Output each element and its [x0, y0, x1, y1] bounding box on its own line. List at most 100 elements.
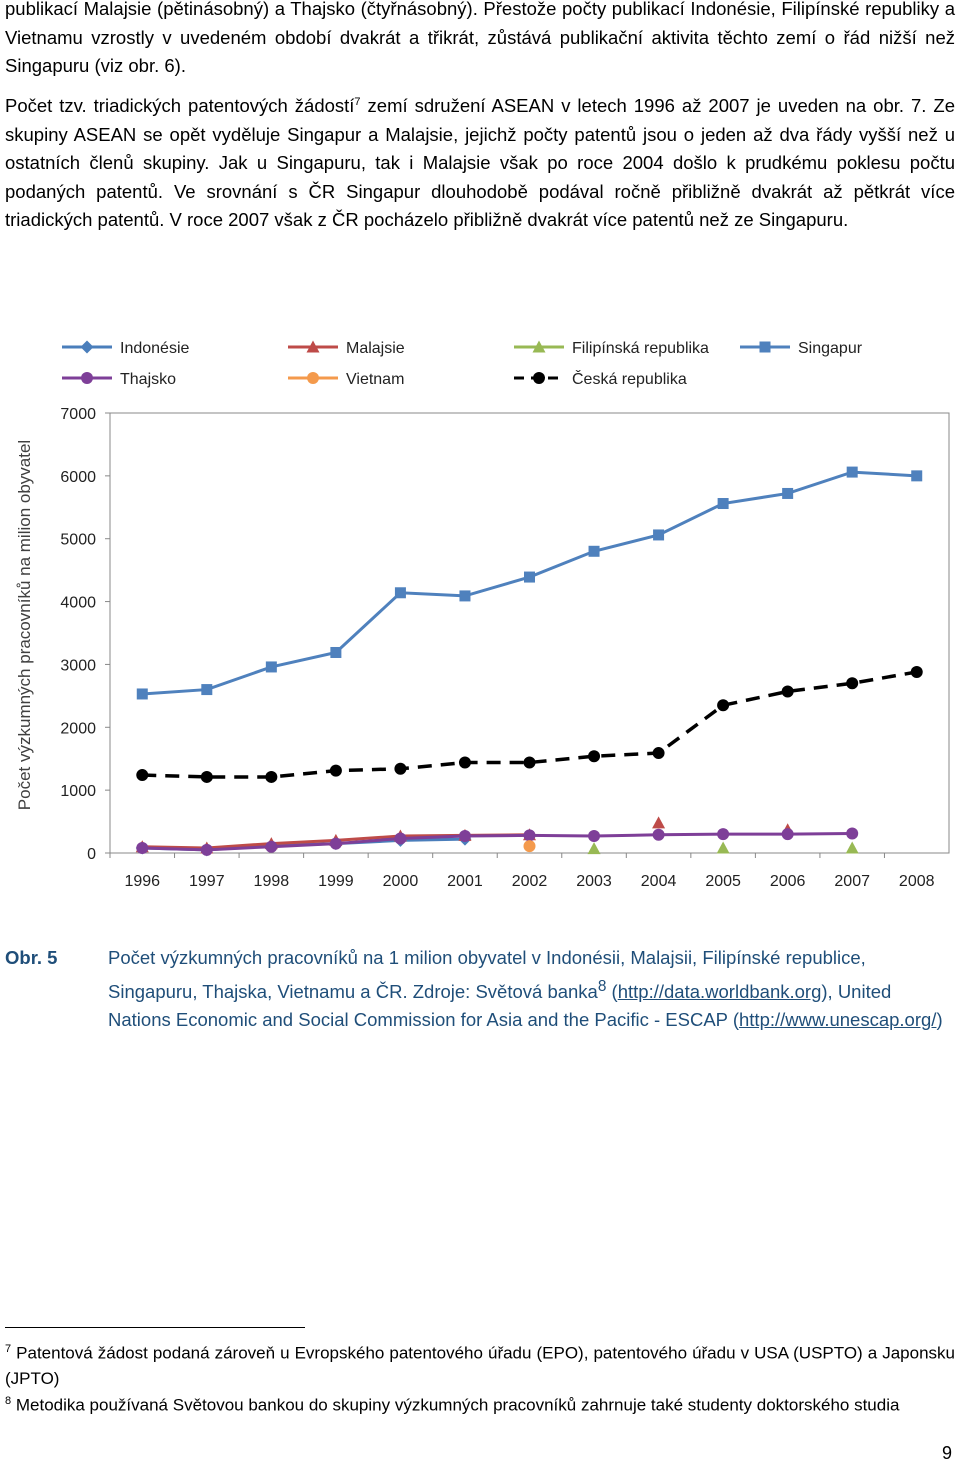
legend-label: Česká republika: [572, 369, 687, 388]
data-point: [910, 665, 923, 678]
x-tick-label: 2007: [834, 873, 870, 890]
footnote-8-text: Metodika používaná Světovou bankou do sk…: [15, 1395, 900, 1415]
x-tick-label: 2003: [576, 873, 612, 890]
caption-label: Obr. 5: [5, 947, 58, 968]
data-point: [306, 340, 320, 353]
footnote-8: 8 Metodika používaná Světovou bankou do …: [5, 1389, 955, 1418]
legend-label: Singapur: [798, 340, 863, 357]
y-axis-label: Počet výzkumných pracovníků na milion ob…: [15, 440, 34, 810]
x-tick-label: 2005: [705, 873, 741, 890]
chart-series: [135, 466, 923, 857]
x-tick-label: 1997: [189, 873, 225, 890]
footnote-7-number: 7: [5, 1343, 12, 1355]
data-point: [136, 841, 149, 854]
legend-item: Česká republika: [514, 369, 687, 388]
series-line: [142, 470, 917, 696]
paragraph-2-start: Počet tzv. triadických patentových žádos…: [5, 95, 355, 116]
data-point: [782, 487, 794, 499]
caption-text-middle: ), United Nations Economic and Social Co…: [108, 980, 892, 1031]
legend-item: Filipínská republika: [514, 340, 709, 357]
series-6: [136, 665, 923, 783]
y-tick-label: 0: [87, 846, 96, 863]
series-4: [136, 827, 859, 856]
data-point: [652, 828, 665, 841]
data-point: [653, 529, 665, 541]
footnote-ref-7[interactable]: 7: [354, 95, 361, 108]
data-point: [846, 466, 858, 478]
data-point: [759, 341, 771, 353]
data-point: [80, 340, 94, 354]
data-point: [717, 828, 730, 841]
data-point: [717, 699, 730, 712]
data-point: [200, 843, 213, 856]
data-point: [781, 685, 794, 698]
researchers-line-chart: Indonésie Malajsie Filipínská republika Sin…: [15, 340, 950, 890]
data-point: [846, 677, 859, 690]
legend-item: Vietnam: [288, 371, 404, 388]
legend-label: Malajsie: [346, 340, 405, 357]
data-point: [136, 688, 148, 700]
data-point: [394, 762, 407, 775]
legend-item: Malajsie: [288, 340, 405, 357]
data-point: [523, 840, 536, 853]
data-point: [81, 372, 93, 384]
data-point: [394, 832, 407, 845]
legend-label: Filipínská republika: [572, 340, 709, 357]
data-point: [265, 770, 278, 783]
series-5: [523, 840, 536, 853]
x-axis-ticks: 1996 1997 1998 1999 2000 2001 2002 2003 2004 2005…: [109, 853, 935, 890]
x-tick-label: 1999: [318, 873, 354, 890]
y-tick-label: 1000: [60, 783, 96, 800]
data-point: [588, 830, 601, 843]
data-point: [265, 661, 277, 673]
data-point: [846, 827, 859, 840]
y-axis-ticks: 0 1000 2000 3000 4000 5000 6000 7000: [60, 406, 110, 863]
footnote-separator: [5, 1327, 305, 1328]
unescap-link[interactable]: http://www.unescap.org/: [739, 1009, 937, 1031]
data-point: [307, 372, 319, 384]
legend-label: Vietnam: [346, 371, 404, 388]
data-point: [532, 340, 546, 353]
legend-item: Indonésie: [62, 340, 189, 357]
caption-text-start: Počet výzkumných pracovníků na 1 milion …: [108, 947, 866, 1002]
data-point: [523, 829, 536, 842]
data-point: [911, 470, 923, 482]
x-tick-label: 2004: [641, 873, 677, 890]
data-point: [845, 841, 859, 854]
worldbank-link[interactable]: http://data.worldbank.org: [617, 980, 822, 1002]
data-point: [329, 764, 342, 777]
data-point: [394, 587, 406, 599]
data-point: [458, 830, 471, 843]
chart-legend: Indonésie Malajsie Filipínská republika Sin…: [62, 340, 863, 388]
series-2: [587, 841, 859, 855]
data-point: [201, 684, 213, 696]
y-tick-label: 7000: [60, 406, 96, 423]
y-tick-label: 5000: [60, 532, 96, 549]
data-point: [200, 770, 213, 783]
data-point: [330, 646, 342, 658]
y-tick-label: 2000: [60, 720, 96, 737]
footnote-7-text: Patentová žádost podaná zároveň u Evrops…: [5, 1343, 955, 1388]
page-number: 9: [941, 1443, 952, 1463]
x-tick-label: 1996: [124, 873, 160, 890]
y-tick-label: 3000: [60, 657, 96, 674]
data-point: [533, 372, 545, 384]
data-point: [329, 837, 342, 850]
legend-item: Singapur: [740, 340, 863, 357]
x-tick-label: 1998: [254, 873, 290, 890]
data-point: [781, 828, 794, 841]
x-tick-label: 2008: [899, 873, 935, 890]
data-point: [523, 756, 536, 769]
footnote-ref-8[interactable]: 8: [597, 977, 607, 995]
data-point: [717, 498, 729, 510]
data-point: [588, 750, 601, 763]
data-point: [716, 841, 730, 854]
paragraph-1: publikací Malajsie (pětinásobný) a Thajs…: [5, 0, 955, 76]
data-point: [459, 590, 471, 602]
data-point: [652, 816, 666, 829]
series-3: [136, 466, 923, 700]
caption-text-end: ): [936, 1009, 943, 1031]
legend-item: Thajsko: [62, 371, 176, 388]
series-line: [142, 832, 853, 852]
y-tick-label: 6000: [60, 469, 96, 486]
